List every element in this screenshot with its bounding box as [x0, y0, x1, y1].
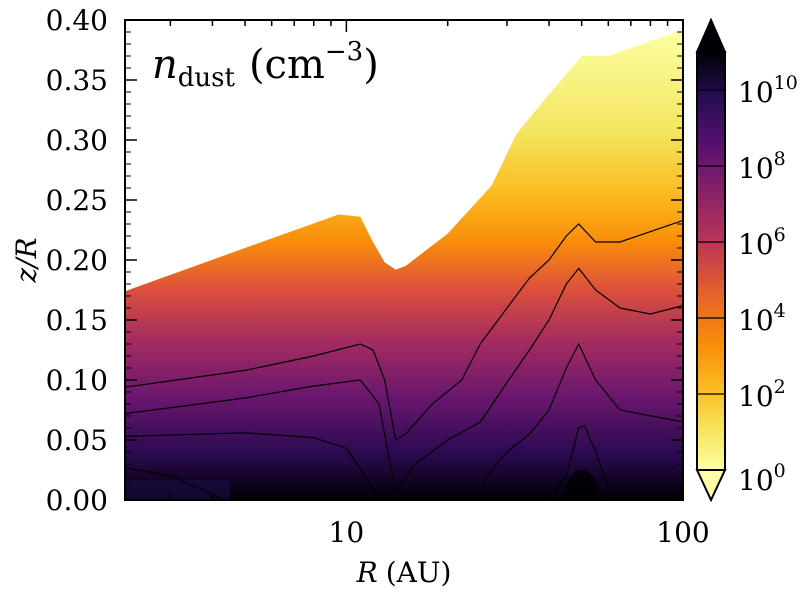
contour-layer	[125, 219, 683, 500]
contour-line-1e8	[125, 467, 224, 500]
colorbar-tick-base: 10	[738, 464, 774, 497]
title-subscript: dust	[178, 63, 236, 93]
y-tick-label: 0.10	[46, 364, 108, 397]
y-tick-label: 0.25	[46, 184, 108, 217]
colorbar-tick-exponent: 8	[774, 148, 786, 170]
x-axis-label: R (AU)	[356, 556, 452, 589]
x-tick-label: 100	[656, 516, 709, 549]
x-axis-label-symbol: R	[356, 556, 378, 589]
contour-line-1e6	[479, 342, 683, 500]
colorbar-tick-label: 100	[738, 460, 786, 497]
colorbar-extend-top	[695, 17, 727, 53]
colorbar-tick-label: 1010	[738, 72, 798, 109]
colorbar-tick-label: 102	[738, 376, 786, 413]
contour-line-1e4	[125, 267, 683, 495]
density-fill	[125, 29, 683, 500]
heatmap-layer	[125, 29, 683, 500]
colorbar-tick-label: 106	[738, 224, 786, 261]
colorbar-tick-exponent: 0	[774, 460, 786, 482]
y-tick-label: 0.30	[46, 124, 108, 157]
y-tick-label: 0.05	[46, 424, 108, 457]
chart-title: ndust (cm−3)	[152, 37, 379, 93]
colorbar-tick-exponent: 6	[774, 224, 786, 246]
colorbar-tick-base: 10	[738, 76, 774, 109]
colorbar-tick-exponent: 4	[774, 300, 786, 322]
contour-line-1e8	[548, 424, 614, 500]
x-axis: 10 100	[169, 20, 710, 549]
colorbar-tick-base: 10	[738, 228, 774, 261]
colorbar-tick-base: 10	[738, 380, 774, 413]
colorbar-tick-base: 10	[738, 304, 774, 337]
colorbar-tick-exponent: 10	[774, 72, 798, 94]
colorbar-body	[696, 51, 726, 471]
density-core-inner	[125, 480, 230, 500]
x-axis-label-unit: (AU)	[386, 556, 452, 589]
y-axis: 0.00 0.05 0.10 0.15 0.20 0.25 0.30 0.35 0.40	[46, 4, 683, 517]
y-tick-label: 0.35	[46, 64, 108, 97]
title-unit-open: (cm	[249, 42, 325, 88]
y-axis-label: z/R	[10, 237, 43, 283]
contour-line-1e2	[125, 219, 683, 441]
y-tick-label: 0.20	[46, 244, 108, 277]
y-tick-label: 0.00	[46, 484, 108, 517]
y-tick-label: 0.15	[46, 304, 108, 337]
colorbar-tick-label: 108	[738, 148, 786, 185]
title-symbol: n	[152, 42, 178, 88]
title-unit-close: )	[363, 42, 379, 88]
contour-line-1e6	[125, 432, 381, 500]
colorbar-extend-bottom	[695, 469, 727, 503]
density-core-50au	[563, 470, 600, 500]
colorbar-tick-base: 10	[738, 152, 774, 185]
title-unit-power: −3	[325, 37, 363, 67]
x-tick-label: 10	[329, 516, 365, 549]
colorbar-tick-exponent: 2	[774, 376, 786, 398]
y-tick-label: 0.40	[46, 4, 108, 37]
colorbar-tick-label: 104	[738, 300, 786, 337]
